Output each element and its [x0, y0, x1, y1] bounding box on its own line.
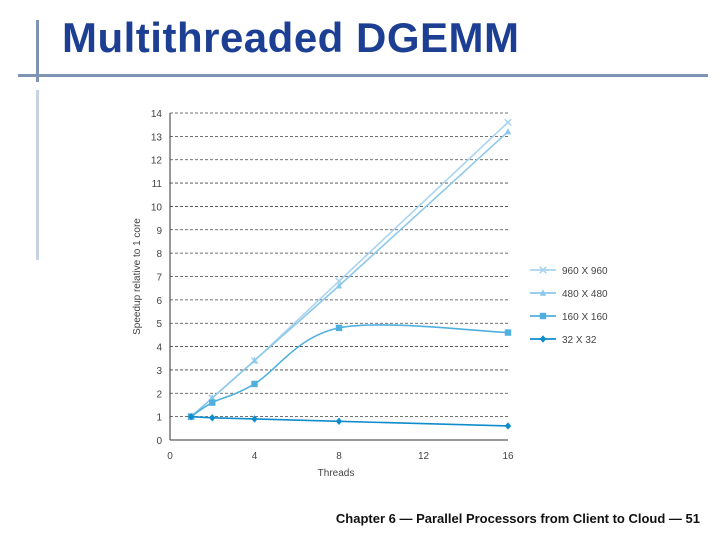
y-tick-label: 5: [156, 319, 162, 330]
y-tick-label: 14: [151, 109, 163, 120]
data-point-32-x-32: [187, 412, 195, 421]
legend-label: 480 X 480: [562, 289, 608, 300]
y-axis-label: Speedup relative to 1 core: [132, 218, 143, 335]
series-line-960-x-960: [190, 121, 509, 418]
x-axis-label: Threads: [318, 468, 355, 479]
data-point-160-x-160: [335, 324, 343, 332]
legend-swatch-marker: [539, 289, 547, 296]
y-tick-label: 8: [156, 249, 162, 260]
title-rule: [18, 74, 708, 77]
data-point-480-x-480: [335, 282, 343, 289]
legend-label: 960 X 960: [562, 266, 608, 277]
slide-title: Multithreaded DGEMM: [62, 14, 520, 61]
y-tick-label: 1: [156, 413, 162, 424]
x-tick-label: 0: [167, 451, 173, 462]
x-tick-label: 16: [502, 451, 514, 462]
data-point-32-x-32: [209, 414, 216, 422]
y-tick-label: 13: [151, 132, 163, 143]
title-accent-bar: [36, 20, 39, 82]
legend-swatch-marker: [539, 335, 547, 343]
y-tick-label: 12: [151, 156, 163, 167]
data-point-160-x-160: [251, 380, 258, 388]
legend-swatch-marker: [539, 312, 547, 320]
series-line-160-x-160: [190, 324, 509, 418]
x-tick-label: 12: [418, 451, 430, 462]
data-point-160-x-160: [209, 399, 216, 406]
y-tick-label: 10: [151, 202, 163, 213]
x-tick-label: 4: [252, 451, 258, 462]
x-tick-label: 8: [336, 451, 342, 462]
legend-label: 32 X 32: [562, 335, 597, 346]
data-point-32-x-32: [335, 417, 343, 426]
series-line-480-x-480: [190, 131, 509, 418]
data-point-480-x-480: [209, 394, 216, 401]
y-tick-label: 6: [156, 296, 162, 307]
y-tick-label: 4: [156, 343, 162, 354]
data-point-480-x-480: [251, 356, 258, 364]
y-tick-label: 9: [156, 226, 162, 237]
data-point-960-x-960: [504, 118, 512, 127]
y-tick-label-zero: 0: [156, 436, 162, 447]
y-tick-label: 3: [156, 366, 162, 377]
y-tick-label: 11: [152, 179, 163, 190]
data-point-32-x-32: [251, 415, 258, 423]
y-tick-label: 2: [156, 389, 162, 400]
legend-label: 160 X 160: [562, 312, 608, 323]
data-point-32-x-32: [504, 422, 512, 430]
y-tick-label: 7: [156, 273, 162, 284]
data-point-480-x-480: [504, 127, 512, 135]
slide-footer: Chapter 6 — Parallel Processors from Cli…: [335, 511, 700, 526]
data-point-160-x-160: [504, 329, 512, 336]
series-line-32-x-32: [191, 415, 509, 427]
legend-swatch-marker: [539, 266, 547, 274]
side-accent-bar: [36, 90, 39, 260]
